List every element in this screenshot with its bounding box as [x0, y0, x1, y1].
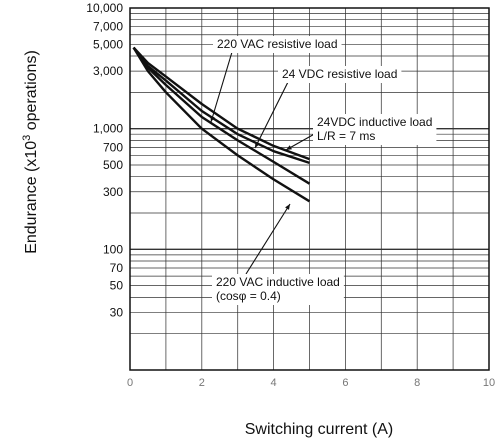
annotation-text: 24 VDC resistive load [282, 67, 397, 81]
leader-line [285, 131, 319, 151]
x-tick-labels: 0 2 4 6 8 10 [127, 377, 495, 389]
y-tick-label: 70 [110, 261, 124, 275]
leader-line [210, 51, 233, 123]
x-tick-label: 4 [271, 377, 277, 389]
annotation-text: L/R = 7 ms [317, 129, 375, 143]
y-tick-label: 1,000 [93, 122, 123, 136]
series-line-4 [132, 46, 311, 203]
arrow-icon [255, 142, 260, 148]
x-tick-label: 8 [414, 377, 420, 389]
annotation-leaders [210, 51, 319, 275]
arrow-icon [210, 116, 215, 122]
arrow-icon [285, 204, 290, 210]
leader-line [254, 81, 289, 149]
x-axis-label: Switching current (A) [245, 421, 394, 438]
y-tick-label: 5,000 [93, 37, 123, 51]
annotation-text: 220 VAC inductive load [216, 275, 340, 289]
y-tick-label: 300 [103, 185, 123, 199]
x-tick-label: 0 [127, 377, 133, 389]
y-tick-label: 700 [103, 140, 123, 154]
y-tick-label: 7,000 [93, 20, 123, 34]
series-group [132, 46, 311, 203]
y-tick-label: 100 [103, 242, 123, 256]
x-tick-label: 2 [199, 377, 205, 389]
arrow-icon [286, 145, 292, 150]
y-tick-label: 30 [110, 305, 124, 319]
x-tick-label: 6 [342, 377, 348, 389]
y-tick-labels: 10,000 7,000 5,000 3,000 1,000 700 500 300 100 70… [86, 1, 123, 319]
y-axis-label: Endurance (x103 operations) [21, 50, 40, 254]
series-line-2 [132, 46, 310, 165]
y-tick-label: 10,000 [86, 1, 123, 15]
y-tick-label: 3,000 [93, 64, 123, 78]
annotation-2: 24 VDC resistive load [278, 66, 402, 83]
annotation-text: 220 VAC resistive load [217, 37, 338, 51]
annotation-text: (cosφ = 0.4) [216, 289, 281, 303]
x-tick-label: 10 [483, 377, 495, 389]
y-tick-label: 50 [110, 279, 124, 293]
series-line-1 [132, 46, 310, 161]
annotation-text: 24VDC inductive load [317, 115, 432, 129]
annotation-group: 220 VAC resistive load 24 VDC resistive l… [212, 36, 437, 305]
grid [130, 8, 489, 370]
y-tick-label: 500 [103, 158, 123, 172]
annotation-4: 220 VAC inductive load(cosφ = 0.4) [212, 274, 344, 305]
annotation-1: 220 VAC resistive load [213, 36, 342, 53]
plot-frame [129, 7, 490, 371]
leader-line [245, 203, 291, 275]
series-line-3 [132, 46, 311, 185]
